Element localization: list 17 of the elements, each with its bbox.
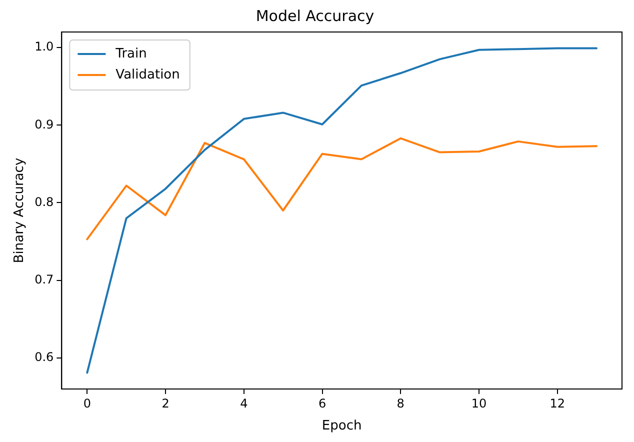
x-tick-label: 10 <box>471 396 487 410</box>
legend-label: Validation <box>116 67 180 82</box>
y-tick-label: 0.8 <box>34 194 54 209</box>
x-tick-label: 12 <box>550 396 565 410</box>
chart-title: Model Accuracy <box>256 6 374 25</box>
legend-label: Train <box>114 46 147 62</box>
y-tick-label: 1.0 <box>34 40 54 54</box>
x-tick-label: 8 <box>396 396 404 410</box>
x-tick-label: 0 <box>83 396 91 410</box>
y-tick-label: 0.6 <box>34 350 54 364</box>
y-tick-label: 0.9 <box>34 117 54 132</box>
x-axis-title: Epoch <box>322 418 362 434</box>
x-tick-label: 4 <box>240 396 248 410</box>
y-axis-title: Binary Accuracy <box>12 158 28 264</box>
x-tick-label: 6 <box>318 396 326 410</box>
y-tick-label: 0.7 <box>34 272 54 286</box>
x-tick-label: 2 <box>162 396 170 410</box>
